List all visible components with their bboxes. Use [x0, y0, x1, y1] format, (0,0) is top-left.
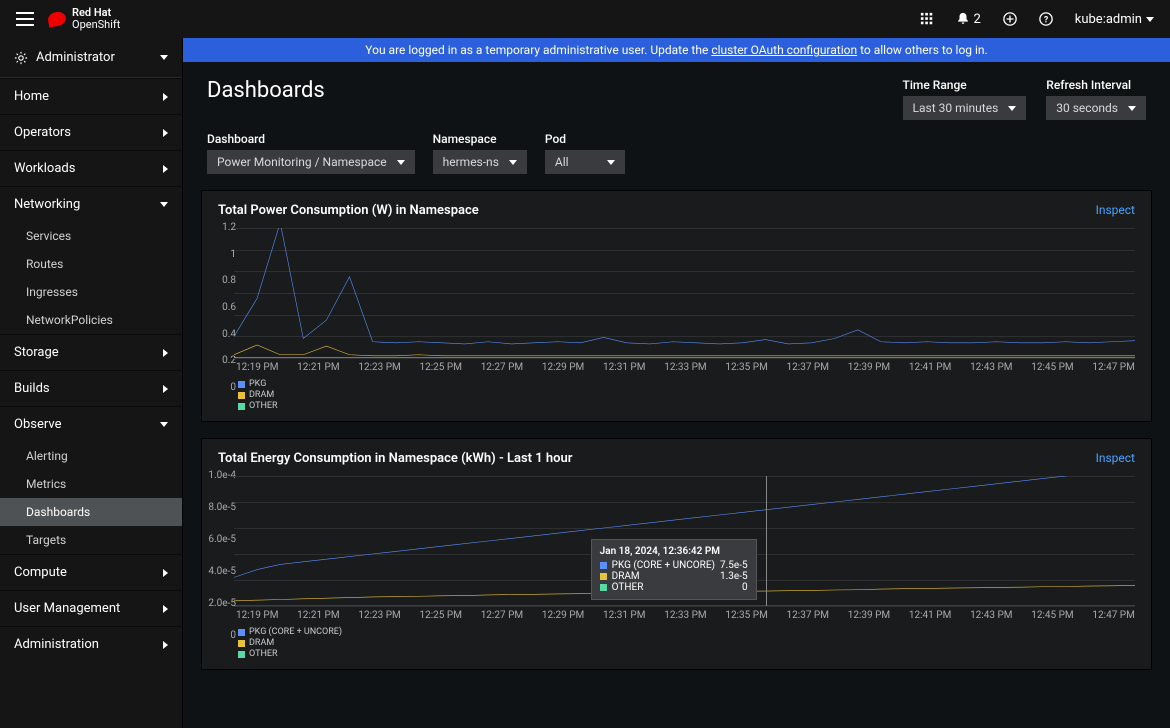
legend-item[interactable]: DRAM: [238, 390, 1135, 400]
y-axis: 1.0e-48.0e-56.0e-54.0e-52.0e-50: [208, 470, 236, 641]
hamburger-icon[interactable]: [16, 12, 34, 26]
sidebar-item-observe[interactable]: Observe: [0, 406, 182, 442]
legend-item[interactable]: DRAM: [238, 638, 1135, 648]
x-axis: 12:19 PM12:21 PM12:23 PM12:25 PM12:27 PM…: [234, 362, 1135, 373]
legend-item[interactable]: PKG (CORE + UNCORE): [238, 627, 1135, 637]
pod-dropdown[interactable]: All: [545, 150, 625, 174]
gear-icon: [14, 51, 28, 65]
sidebar-sub-targets[interactable]: Targets: [0, 526, 182, 554]
chevron-right-icon: [163, 641, 168, 649]
caret-down-icon: [397, 160, 405, 165]
x-axis: 12:19 PM12:21 PM12:23 PM12:25 PM12:27 PM…: [234, 610, 1135, 621]
sidebar: Administrator HomeOperatorsWorkloadsNetw…: [0, 38, 183, 728]
apps-icon[interactable]: [920, 12, 934, 26]
perspective-switcher[interactable]: Administrator: [0, 38, 182, 78]
refresh-dropdown[interactable]: 30 seconds: [1046, 96, 1146, 120]
notif-count: 2: [973, 12, 980, 27]
oauth-link[interactable]: cluster OAuth configuration: [711, 43, 857, 57]
page-title: Dashboards: [207, 78, 325, 103]
chart-plot[interactable]: Jan 18, 2024, 12:36:42 PMPKG (CORE + UNC…: [234, 476, 1135, 606]
info-banner: You are logged in as a temporary adminis…: [183, 38, 1170, 62]
caret-down-icon: [607, 160, 615, 165]
chevron-right-icon: [163, 93, 168, 101]
perspective-label: Administrator: [36, 50, 115, 65]
sidebar-sub-networkpolicies[interactable]: NetworkPolicies: [0, 306, 182, 334]
sidebar-item-compute[interactable]: Compute: [0, 554, 182, 590]
panel-title: Total Power Consumption (W) in Namespace: [218, 203, 479, 218]
legend-item[interactable]: PKG: [238, 379, 1135, 389]
sidebar-item-home[interactable]: Home: [0, 78, 182, 114]
time-range-label: Time Range: [903, 78, 1027, 92]
caret-down-icon: [1128, 106, 1136, 111]
sidebar-sub-services[interactable]: Services: [0, 222, 182, 250]
topbar: Red HatOpenShift 2 ? kube:admin: [0, 0, 1170, 38]
svg-text:?: ?: [1044, 16, 1049, 26]
sidebar-item-user-management[interactable]: User Management: [0, 590, 182, 626]
bell-icon: [956, 12, 970, 26]
sidebar-sub-routes[interactable]: Routes: [0, 250, 182, 278]
panel-title: Total Energy Consumption in Namespace (k…: [218, 451, 572, 466]
legend: PKGDRAMOTHER: [234, 379, 1135, 411]
chevron-down-icon: [160, 422, 168, 427]
energy-panel: Total Energy Consumption in Namespace (k…: [201, 438, 1152, 670]
chart-plot[interactable]: [234, 228, 1135, 358]
sidebar-sub-metrics[interactable]: Metrics: [0, 470, 182, 498]
legend-item[interactable]: OTHER: [238, 649, 1135, 659]
user-menu[interactable]: kube:admin: [1075, 12, 1154, 27]
sidebar-item-operators[interactable]: Operators: [0, 114, 182, 150]
plus-icon[interactable]: [1003, 12, 1017, 26]
y-axis: 1.210.80.60.40.20: [208, 222, 236, 393]
chevron-right-icon: [163, 605, 168, 613]
power-panel: Total Power Consumption (W) in Namespace…: [201, 190, 1152, 422]
chevron-down-icon: [160, 202, 168, 207]
pod-label: Pod: [545, 132, 625, 146]
time-range-dropdown[interactable]: Last 30 minutes: [903, 96, 1027, 120]
caret-down-icon: [509, 160, 517, 165]
chevron-right-icon: [163, 385, 168, 393]
inspect-link[interactable]: Inspect: [1096, 203, 1135, 218]
sidebar-sub-ingresses[interactable]: Ingresses: [0, 278, 182, 306]
caret-down-icon: [1008, 106, 1016, 111]
namespace-label: Namespace: [433, 132, 527, 146]
refresh-label: Refresh Interval: [1046, 78, 1146, 92]
sidebar-sub-dashboards[interactable]: Dashboards: [0, 498, 182, 526]
chevron-right-icon: [163, 129, 168, 137]
chevron-right-icon: [163, 569, 168, 577]
sidebar-sub-alerting[interactable]: Alerting: [0, 442, 182, 470]
notifications-button[interactable]: 2: [956, 12, 980, 27]
chart-tooltip: Jan 18, 2024, 12:36:42 PMPKG (CORE + UNC…: [591, 539, 757, 600]
help-icon[interactable]: ?: [1039, 12, 1053, 26]
caret-down-icon: [160, 55, 168, 60]
logo[interactable]: Red HatOpenShift: [48, 7, 120, 31]
sidebar-item-administration[interactable]: Administration: [0, 626, 182, 662]
sidebar-item-builds[interactable]: Builds: [0, 370, 182, 406]
dashboard-label: Dashboard: [207, 132, 415, 146]
sidebar-item-networking[interactable]: Networking: [0, 186, 182, 222]
legend-item[interactable]: OTHER: [238, 401, 1135, 411]
legend: PKG (CORE + UNCORE)DRAMOTHER: [234, 627, 1135, 659]
chevron-right-icon: [163, 349, 168, 357]
sidebar-item-workloads[interactable]: Workloads: [0, 150, 182, 186]
dashboard-dropdown[interactable]: Power Monitoring / Namespace: [207, 150, 415, 174]
namespace-dropdown[interactable]: hermes-ns: [433, 150, 527, 174]
logo-text: Red HatOpenShift: [72, 7, 120, 31]
main-content: You are logged in as a temporary adminis…: [183, 38, 1170, 728]
redhat-icon: [47, 11, 67, 28]
caret-down-icon: [1146, 17, 1154, 22]
sidebar-item-storage[interactable]: Storage: [0, 334, 182, 370]
inspect-link[interactable]: Inspect: [1096, 451, 1135, 466]
chevron-right-icon: [163, 165, 168, 173]
